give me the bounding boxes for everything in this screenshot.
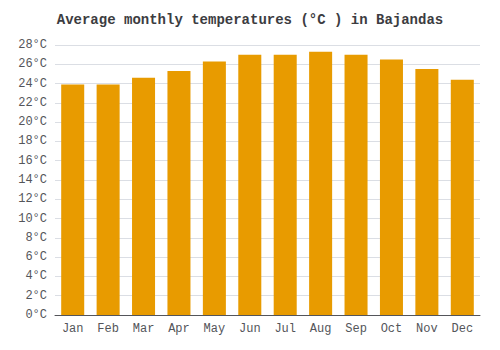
- svg-text:22°C: 22°C: [18, 96, 47, 110]
- svg-text:8°C: 8°C: [25, 231, 47, 245]
- svg-text:Jul: Jul: [274, 322, 296, 336]
- svg-text:2°C: 2°C: [25, 289, 47, 303]
- svg-text:Average monthly temperatures (: Average monthly temperatures (°C ) in Ba…: [57, 12, 443, 28]
- svg-text:10°C: 10°C: [18, 212, 47, 226]
- svg-text:Aug: Aug: [310, 322, 332, 336]
- svg-text:Mar: Mar: [133, 322, 155, 336]
- svg-text:20°C: 20°C: [18, 115, 47, 129]
- svg-text:16°C: 16°C: [18, 154, 47, 168]
- svg-text:26°C: 26°C: [18, 57, 47, 71]
- svg-text:4°C: 4°C: [25, 269, 47, 283]
- svg-text:28°C: 28°C: [18, 38, 47, 52]
- svg-text:12°C: 12°C: [18, 192, 47, 206]
- svg-text:6°C: 6°C: [25, 250, 47, 264]
- svg-text:Feb: Feb: [97, 322, 119, 336]
- svg-text:Oct: Oct: [381, 322, 403, 336]
- svg-text:0°C: 0°C: [25, 308, 47, 322]
- svg-text:Nov: Nov: [416, 322, 438, 336]
- svg-text:May: May: [204, 322, 226, 336]
- svg-text:18°C: 18°C: [18, 134, 47, 148]
- svg-text:Apr: Apr: [168, 322, 190, 336]
- svg-text:Sep: Sep: [345, 322, 367, 336]
- svg-text:Dec: Dec: [451, 322, 473, 336]
- svg-text:14°C: 14°C: [18, 173, 47, 187]
- svg-text:Jan: Jan: [62, 322, 84, 336]
- svg-text:Jun: Jun: [239, 322, 261, 336]
- svg-text:24°C: 24°C: [18, 77, 47, 91]
